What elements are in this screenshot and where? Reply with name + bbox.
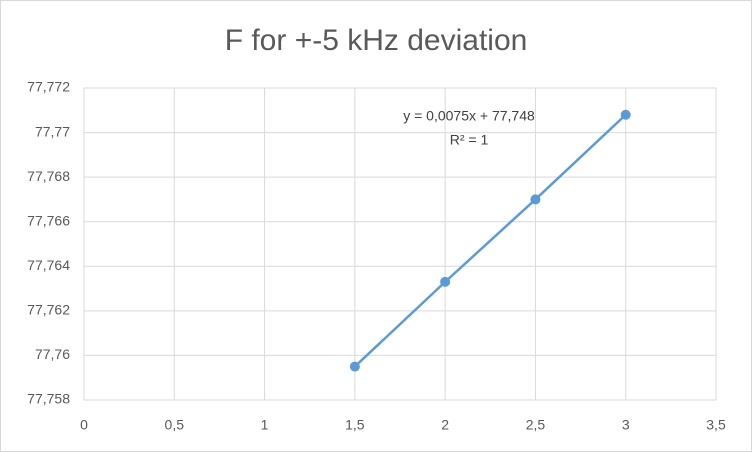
x-tick-label: 1,5: [345, 417, 365, 433]
y-tick-label: 77,764: [27, 257, 70, 273]
data-point: [349, 361, 360, 372]
data-point: [620, 109, 631, 120]
y-tick-label: 77,772: [27, 79, 70, 95]
y-tick-label: 77,768: [27, 168, 70, 184]
x-tick-label: 3: [622, 417, 630, 433]
trendline-label: y = 0,0075x + 77,748: [403, 108, 535, 124]
x-tick-label: 2,5: [526, 417, 546, 433]
series-line: [354, 113, 627, 368]
y-tick-label: 77,762: [27, 302, 70, 318]
y-tick-label: 77,766: [27, 212, 70, 228]
data-point: [440, 276, 451, 287]
x-tick-label: 0: [80, 417, 88, 433]
y-tick-label: 77,758: [27, 391, 70, 407]
chart-title: F for +-5 kHz deviation: [225, 24, 528, 57]
y-tick-label: 77,76: [35, 346, 70, 362]
y-tick-label: 77,77: [35, 123, 70, 139]
x-tick-label: 2: [441, 417, 449, 433]
trendline-label: R² = 1: [450, 132, 489, 148]
x-tick-label: 3,5: [706, 417, 726, 433]
x-tick-label: 0,5: [165, 417, 185, 433]
x-tick-label: 1: [261, 417, 269, 433]
data-point: [530, 194, 541, 205]
